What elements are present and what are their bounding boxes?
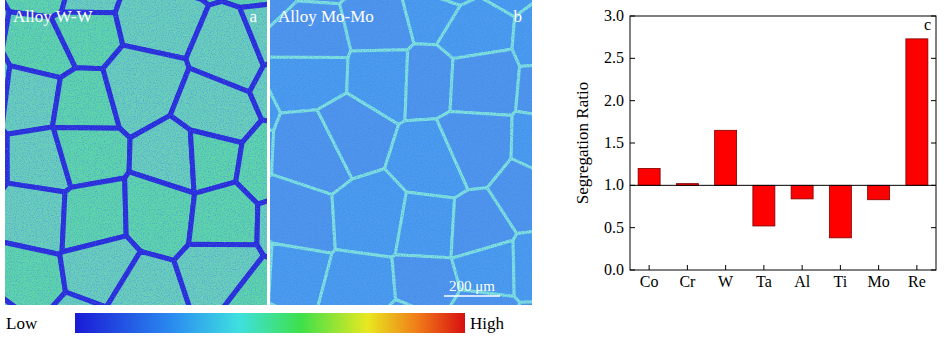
bar — [715, 130, 737, 185]
y-tick — [630, 100, 635, 101]
y-tick — [630, 270, 635, 271]
y-tick — [931, 143, 936, 144]
y-tick — [931, 270, 936, 271]
x-tick — [725, 265, 726, 270]
y-tick — [630, 16, 635, 17]
y-tick-label: 1.0 — [604, 176, 624, 193]
x-tick-label: W — [718, 273, 734, 290]
bars — [630, 39, 936, 238]
map-title: Alloy Mo-Mo — [278, 7, 374, 26]
bar — [753, 185, 775, 226]
y-tick-label: 0.5 — [604, 219, 624, 236]
x-tick — [763, 265, 764, 270]
map-ground — [5, 0, 267, 305]
x-tick — [840, 265, 841, 270]
x-tick — [649, 265, 650, 270]
color-bar-low: Low — [6, 314, 38, 333]
x-tick-label: Cr — [679, 273, 696, 290]
y-tick — [931, 16, 936, 17]
bar — [868, 185, 890, 199]
x-tick-label: Al — [794, 273, 811, 290]
panel-letter: c — [924, 16, 931, 33]
y-tick-label: 3.0 — [604, 7, 624, 24]
bar — [638, 168, 660, 185]
x-tick-label: Ti — [834, 273, 848, 290]
y-tick — [630, 58, 635, 59]
y-tick-label: 2.5 — [604, 49, 624, 66]
map-speckle — [270, 0, 532, 305]
x-tick — [878, 265, 879, 270]
bar — [791, 185, 813, 199]
bar — [829, 185, 851, 237]
y-tick-label: 2.0 — [604, 92, 624, 109]
y-tick-label: 0.0 — [604, 261, 624, 278]
color-bar — [75, 313, 465, 333]
y-tick — [931, 185, 936, 186]
map-speckle — [5, 0, 267, 305]
map-title: Alloy W-W — [13, 7, 93, 26]
y-tick — [630, 227, 635, 228]
scale-bar — [444, 295, 500, 297]
y-tick — [931, 227, 936, 228]
figure: Alloy W-W a Alloy Mo-Mo b 200 μm Low High 0.0 0.… — [0, 0, 947, 338]
panel-letter: b — [514, 7, 523, 26]
bar — [906, 39, 928, 185]
element-map — [270, 0, 532, 305]
x-tick — [802, 265, 803, 270]
y-tick — [931, 58, 936, 59]
y-tick — [630, 143, 635, 144]
color-bar-high: High — [470, 314, 505, 333]
y-tick — [931, 100, 936, 101]
scale-bar-label: 200 μm — [449, 278, 495, 294]
plot-frame — [630, 16, 936, 270]
x-tick — [687, 265, 688, 270]
y-tick — [630, 185, 635, 186]
x-tick-label: Co — [640, 273, 659, 290]
y-tick-label: 1.5 — [604, 134, 624, 151]
y-axis-title: Segregation Ratio — [573, 82, 592, 204]
map-ground — [270, 0, 532, 305]
baseline — [630, 185, 936, 186]
x-tick-label: Ta — [756, 273, 772, 290]
x-tick — [916, 265, 917, 270]
panel-letter: a — [249, 7, 257, 26]
x-tick-label: Re — [908, 273, 926, 290]
x-tick-label: Mo — [868, 273, 890, 290]
element-map — [5, 0, 267, 305]
